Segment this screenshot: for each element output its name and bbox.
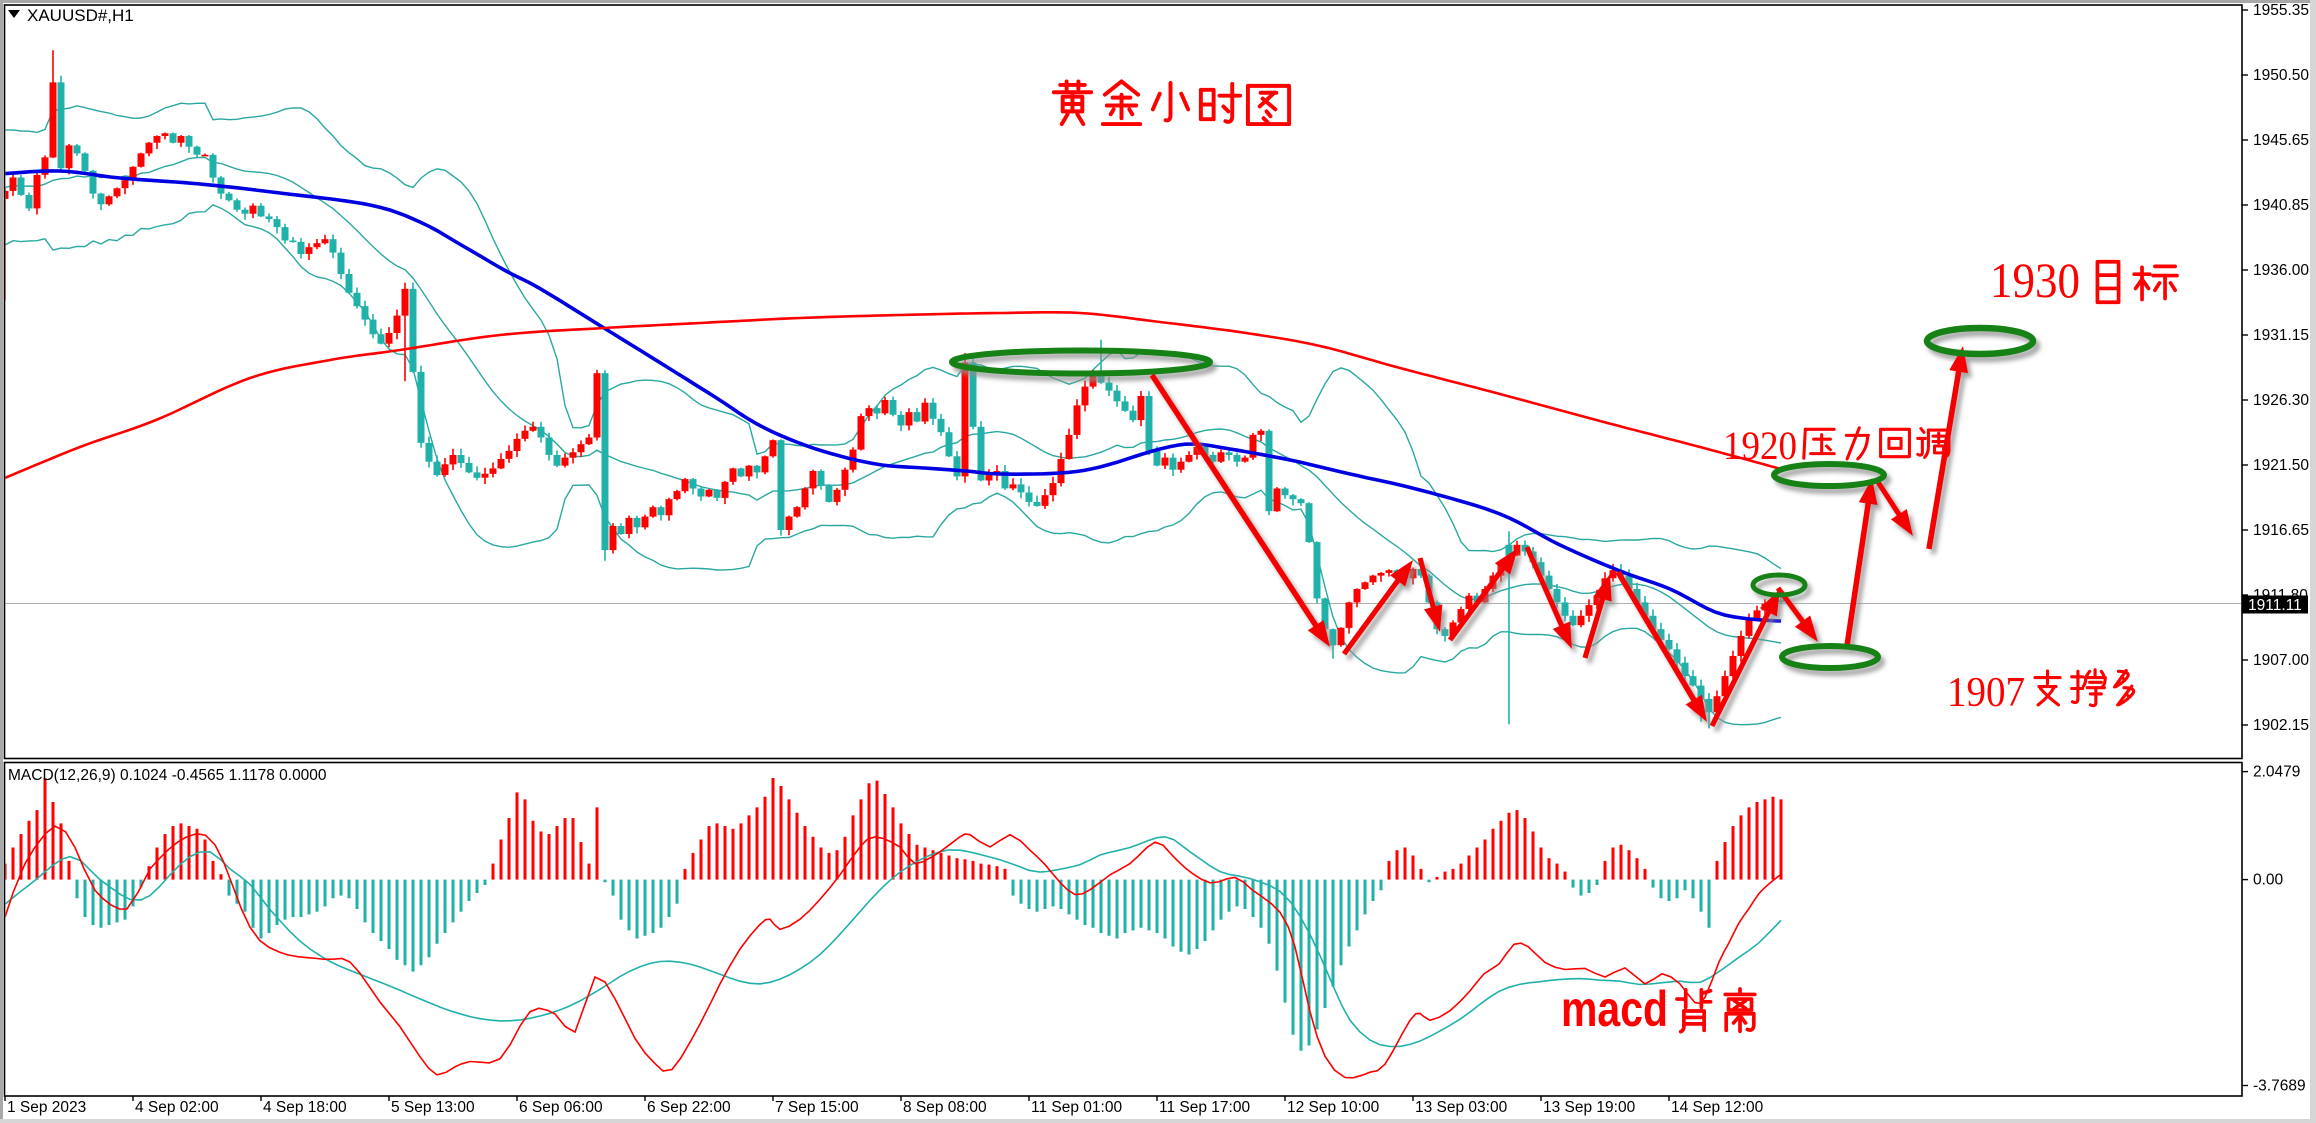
svg-text:11 Sep 01:00: 11 Sep 01:00 bbox=[1031, 1099, 1122, 1116]
svg-text:12 Sep 10:00: 12 Sep 10:00 bbox=[1287, 1099, 1380, 1116]
svg-text:1907: 1907 bbox=[1947, 670, 2025, 716]
svg-text:1940.85: 1940.85 bbox=[2253, 197, 2309, 214]
svg-text:1911.11: 1911.11 bbox=[2248, 597, 2302, 614]
svg-text:8 Sep 08:00: 8 Sep 08:00 bbox=[903, 1099, 987, 1116]
svg-text:1955.35: 1955.35 bbox=[2253, 2, 2309, 19]
svg-text:1921.50: 1921.50 bbox=[2253, 457, 2309, 474]
svg-text:7 Sep 15:00: 7 Sep 15:00 bbox=[775, 1099, 859, 1116]
svg-text:13 Sep 03:00: 13 Sep 03:00 bbox=[1415, 1099, 1508, 1116]
svg-text:1902.15: 1902.15 bbox=[2253, 717, 2309, 734]
svg-text:1907.00: 1907.00 bbox=[2253, 652, 2309, 669]
svg-text:1916.65: 1916.65 bbox=[2253, 522, 2309, 539]
svg-text:0.00: 0.00 bbox=[2253, 872, 2284, 889]
svg-text:6 Sep 22:00: 6 Sep 22:00 bbox=[647, 1099, 731, 1116]
svg-text:1945.65: 1945.65 bbox=[2253, 132, 2309, 149]
svg-text:4 Sep 18:00: 4 Sep 18:00 bbox=[263, 1099, 347, 1116]
svg-text:13 Sep 19:00: 13 Sep 19:00 bbox=[1543, 1099, 1636, 1116]
svg-text:1926.30: 1926.30 bbox=[2253, 392, 2309, 409]
svg-text:-3.7689: -3.7689 bbox=[2253, 1078, 2306, 1095]
svg-text:1950.50: 1950.50 bbox=[2253, 67, 2309, 84]
svg-text:1930: 1930 bbox=[1990, 252, 2080, 308]
svg-text:4 Sep 02:00: 4 Sep 02:00 bbox=[135, 1099, 219, 1116]
svg-text:MACD(12,26,9) 0.1024 -0.4565 1: MACD(12,26,9) 0.1024 -0.4565 1.1178 0.00… bbox=[8, 767, 327, 784]
svg-text:14 Sep 12:00: 14 Sep 12:00 bbox=[1671, 1099, 1764, 1116]
svg-text:XAUUSD#,H1: XAUUSD#,H1 bbox=[27, 6, 134, 25]
svg-text:1931.15: 1931.15 bbox=[2253, 327, 2309, 344]
svg-text:1920: 1920 bbox=[1723, 423, 1797, 468]
svg-text:1936.00: 1936.00 bbox=[2253, 262, 2309, 279]
svg-text:11 Sep 17:00: 11 Sep 17:00 bbox=[1159, 1099, 1250, 1116]
svg-text:2.0479: 2.0479 bbox=[2253, 764, 2300, 781]
svg-text:5 Sep 13:00: 5 Sep 13:00 bbox=[391, 1099, 475, 1116]
svg-text:1 Sep 2023: 1 Sep 2023 bbox=[7, 1099, 86, 1116]
svg-text:6 Sep 06:00: 6 Sep 06:00 bbox=[519, 1099, 603, 1116]
svg-text:macd: macd bbox=[1561, 981, 1668, 1037]
